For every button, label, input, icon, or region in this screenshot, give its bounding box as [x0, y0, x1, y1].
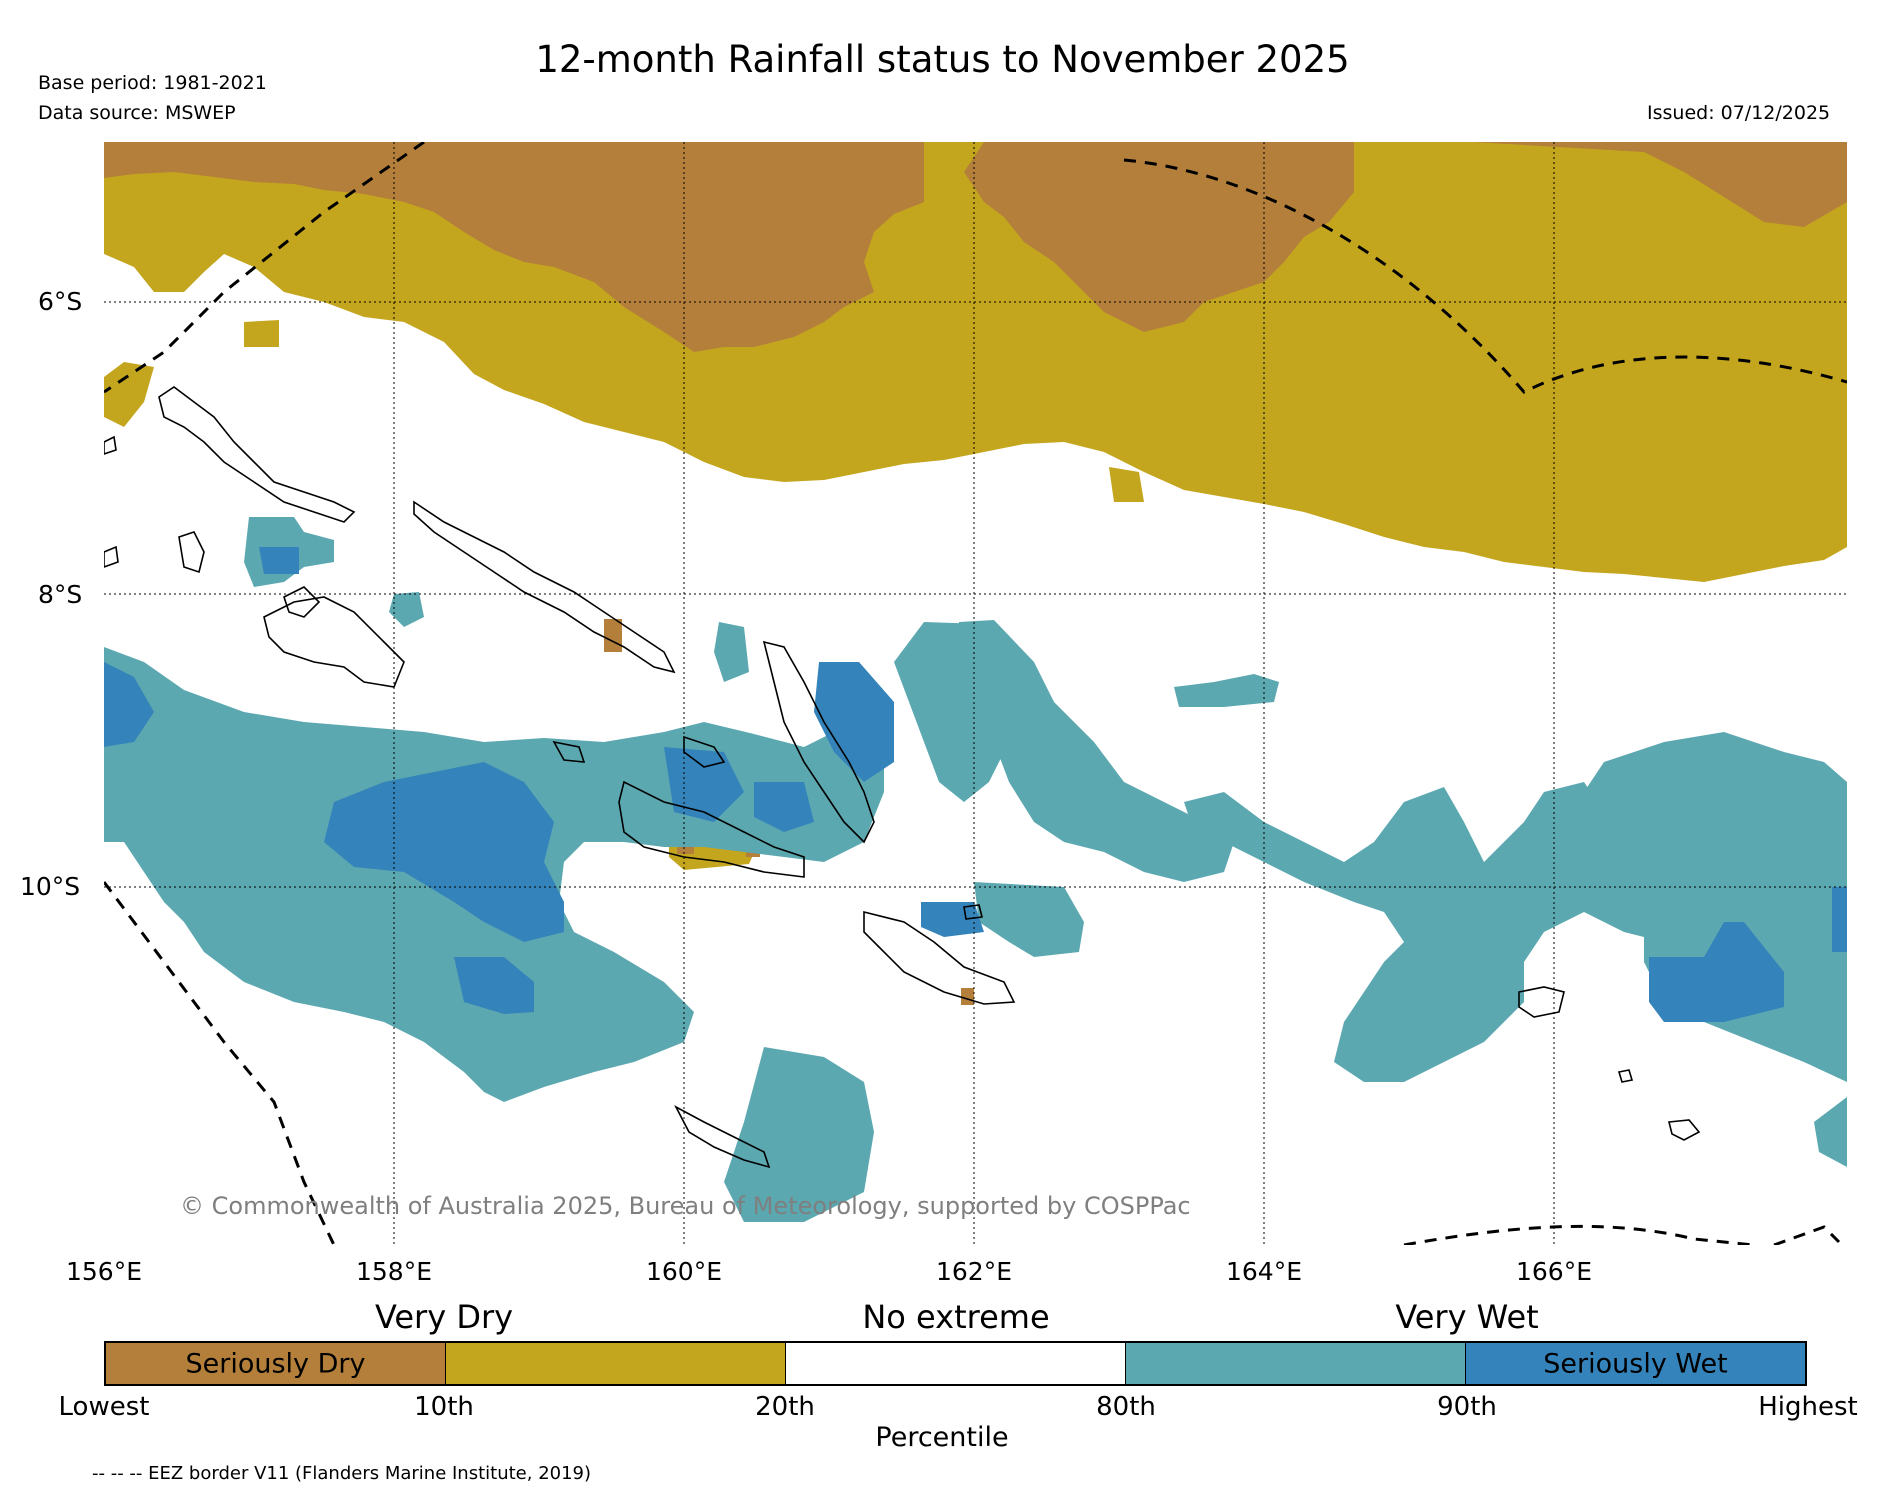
very-wet-region	[974, 882, 1084, 957]
new-georgia-group	[263, 596, 405, 688]
very-wet-region	[1184, 782, 1684, 1082]
very-wet-region	[1174, 674, 1279, 707]
very-dry-region	[244, 320, 279, 347]
very-wet-region	[959, 620, 1234, 882]
seriously-dry-region	[104, 142, 924, 352]
coastlines	[104, 386, 1701, 1169]
very-dry-region	[104, 362, 154, 427]
rennell-island	[674, 1105, 771, 1169]
seriously-wet-region	[921, 902, 984, 937]
seriously-wet-region	[1649, 922, 1784, 1022]
vanikoro-island	[1667, 1119, 1701, 1141]
legend-segment-very-wet	[1126, 1343, 1466, 1384]
seriously-wet-region	[454, 957, 534, 1014]
colorbar-title: Percentile	[875, 1422, 1009, 1453]
eez-border-line	[104, 142, 425, 394]
lat-tick-label: 10°S	[20, 872, 81, 901]
lon-tick-label: 160°E	[645, 1257, 723, 1286]
very-wet-region	[714, 622, 749, 682]
legend-segment-seriously-wet: Seriously Wet	[1466, 1343, 1805, 1384]
lon-tick-label: 164°E	[1225, 1257, 1303, 1286]
rainfall-map	[104, 142, 1847, 1245]
seriously-wet-region	[754, 782, 814, 832]
eez-border	[104, 142, 1847, 1245]
seriously-dry-region	[604, 619, 622, 652]
lat-tick-label: 6°S	[38, 287, 83, 316]
graticule	[104, 142, 1847, 1245]
percentile-label: Highest	[1758, 1392, 1858, 1422]
very-dry-region	[104, 142, 1847, 582]
lat-tick-label: 8°S	[38, 580, 83, 609]
legend-category-no-extreme: No extreme	[862, 1298, 1050, 1336]
percentile-label: 90th	[1437, 1392, 1497, 1422]
map-title: 12-month Rainfall status to November 202…	[535, 38, 1350, 81]
seriously-dry-region	[1474, 142, 1847, 227]
lon-tick-label: 158°E	[355, 1257, 433, 1286]
vella-lavella-island	[178, 531, 205, 574]
malaita-island	[762, 640, 875, 844]
eez-border-line	[104, 881, 336, 1245]
eez-border-line	[1773, 1225, 1841, 1245]
very-wet-region	[389, 592, 424, 627]
copyright-credit: © Commonwealth of Australia 2025, Bureau…	[180, 1192, 1191, 1220]
seriously-wet-region	[324, 762, 564, 942]
legend-segment-no-extreme	[786, 1343, 1126, 1384]
percentile-label: 80th	[1096, 1392, 1156, 1422]
lon-tick-label: 156°E	[65, 1257, 143, 1286]
guadalcanal-island	[618, 780, 805, 878]
seriously-dry-region	[961, 988, 974, 1005]
legend-segment-label: Seriously Dry	[185, 1348, 366, 1379]
nggela-islands	[683, 735, 726, 768]
eez-note: -- -- -- EEZ border V11 (Flanders Marine…	[92, 1463, 592, 1484]
santa-isabel-island	[413, 500, 676, 674]
very-dry-region	[1109, 467, 1144, 502]
seriously-dry-region	[964, 142, 1354, 332]
legend-segment-very-dry	[446, 1343, 786, 1384]
shortland-island	[104, 545, 119, 568]
treasury-island	[104, 435, 117, 455]
very-wet-region	[724, 1047, 874, 1222]
eez-border-line	[1403, 1224, 1755, 1245]
legend-segment-seriously-dry: Seriously Dry	[106, 1343, 446, 1384]
ugi-island	[963, 904, 983, 920]
lon-tick-label: 162°E	[935, 1257, 1013, 1286]
base-period: Base period: 1981-2021	[38, 72, 267, 94]
choiseul-island	[158, 386, 356, 523]
legend-category-very-wet: Very Wet	[1395, 1298, 1539, 1336]
seriously-wet-region	[1832, 887, 1847, 952]
lon-tick-label: 166°E	[1515, 1257, 1593, 1286]
data-source: Data source: MSWEP	[38, 102, 236, 124]
santa-cruz-island	[1518, 986, 1565, 1018]
issued-date: Issued: 07/12/2025	[1647, 102, 1831, 124]
percentile-label: 20th	[755, 1392, 815, 1422]
legend-category-very-dry: Very Dry	[374, 1298, 514, 1336]
seriously-wet-region	[104, 662, 154, 747]
percentile-label: 10th	[414, 1392, 474, 1422]
seriously-wet-region	[259, 547, 299, 574]
legend-segment-label: Seriously Wet	[1543, 1348, 1728, 1379]
utupua-island	[1617, 1069, 1634, 1083]
russell-islands	[552, 740, 586, 763]
eez-border-line	[1123, 158, 1847, 394]
percentile-label: Lowest	[58, 1392, 150, 1422]
makira-island	[863, 910, 1016, 1005]
very-wet-region	[1814, 1097, 1847, 1167]
seriously-wet-region	[814, 662, 894, 782]
legend-colorbar: Seriously Dry Seriously Wet	[104, 1341, 1807, 1386]
new-georgia-island	[283, 586, 321, 618]
